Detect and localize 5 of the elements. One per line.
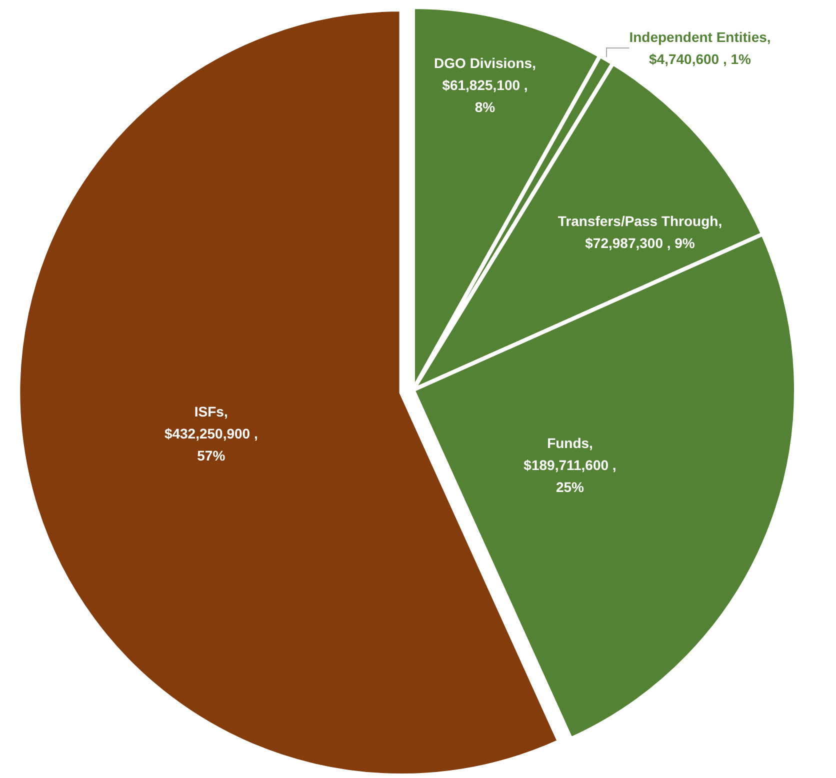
slice-label: Funds, $189,711,600 , 25%	[524, 435, 616, 495]
slice-label: ISFs, $432,250,900 , 57%	[164, 404, 258, 464]
slice-label: Independent Entities, $4,740,600 , 1%	[629, 29, 771, 67]
slice-label: Transfers/Pass Through, $72,987,300 , 9%	[558, 213, 722, 251]
slice-label: DGO Divisions, $61,825,100 , 8%	[434, 55, 536, 115]
